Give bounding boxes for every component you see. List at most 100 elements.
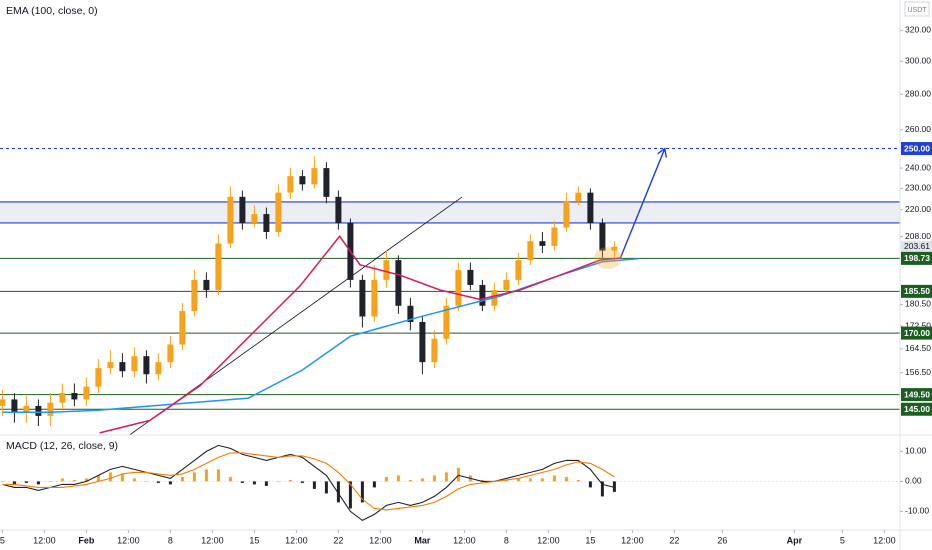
ema-line (2, 257, 639, 413)
candle-body (551, 227, 558, 246)
candle-body (359, 279, 366, 317)
candle-body (395, 260, 402, 306)
candle-body (311, 168, 318, 185)
candle-body (323, 168, 330, 197)
candle-body (35, 405, 42, 416)
x-tick-label: 12:00 (453, 535, 476, 545)
candle-body (227, 196, 234, 244)
candle-body (155, 362, 162, 375)
y-tick-label: 300.00 (905, 56, 931, 66)
x-tick-label: 8 (168, 535, 173, 545)
candle-body (467, 269, 474, 285)
level-label: 149.50 (904, 389, 930, 399)
y-tick-label: 320.00 (905, 25, 931, 35)
candle-body (143, 356, 150, 375)
histogram-bar (372, 481, 376, 488)
candle-body (131, 356, 138, 372)
x-tick-label: 5 (840, 535, 845, 545)
level-label: 198.73 (904, 253, 930, 263)
histogram-bar (384, 476, 388, 482)
candle-body (47, 402, 54, 416)
macd-line (2, 444, 615, 522)
candle-body (263, 214, 270, 232)
candle-body (95, 368, 102, 387)
histogram-bar (204, 469, 208, 482)
y-tick-label: 208.00 (905, 231, 931, 241)
histogram-bar (408, 479, 412, 482)
x-tick-label: 12:00 (621, 535, 644, 545)
histogram-bar (528, 478, 532, 482)
histogram-bar (132, 478, 136, 482)
x-tick-label: 12:00 (201, 535, 224, 545)
histogram-bar (360, 481, 364, 503)
candle-body (191, 279, 198, 312)
histogram-bar (540, 478, 544, 482)
candle-body (575, 192, 582, 202)
histogram-bar (120, 473, 124, 482)
histogram-bar (288, 479, 292, 482)
candle-body (431, 338, 438, 363)
x-tick-label: 12:00 (369, 535, 392, 545)
x-tick-label: Mar (414, 535, 431, 545)
histogram-bar (264, 481, 268, 486)
candle-body (335, 196, 342, 223)
macd-line (2, 452, 615, 511)
candle-body (179, 311, 186, 345)
candle-body (503, 279, 510, 291)
candle-body (119, 362, 126, 372)
level-label-box (901, 251, 932, 265)
x-tick-label: 15 (249, 535, 259, 545)
candle-body (23, 405, 30, 413)
histogram-bar (84, 478, 88, 482)
histogram-bar (0, 481, 4, 482)
histogram-bar (576, 479, 580, 482)
macd-title: MACD (12, 26, close, 9) (6, 440, 118, 452)
x-tick-label: 15 (585, 535, 595, 545)
candle-body (419, 321, 426, 363)
histogram-bar (516, 478, 520, 482)
candle-body (527, 241, 534, 261)
candle-body (59, 393, 66, 403)
y-tick-label: 240.00 (905, 162, 931, 172)
ema-line (99, 235, 621, 434)
main-pane (0, 149, 900, 435)
candle-body (107, 362, 114, 369)
histogram-bar (156, 481, 160, 483)
histogram-bar (324, 481, 328, 494)
candle-body (455, 269, 462, 306)
x-tick-label: 12:00 (537, 535, 560, 545)
histogram-bar (300, 481, 304, 483)
candle-body (251, 214, 258, 223)
currency-box (904, 1, 930, 17)
histogram-bar (588, 481, 592, 488)
histogram-bar (348, 481, 352, 509)
level-label-box (901, 284, 932, 298)
histogram-bar (312, 481, 316, 489)
candle-body (83, 386, 90, 400)
level-label-box (901, 326, 932, 340)
candle-body (383, 260, 390, 280)
indicator-title: EMA (100, close, 0) (6, 5, 98, 17)
candle-body (0, 399, 6, 406)
histogram-bar (612, 481, 616, 492)
candle-body (71, 393, 78, 400)
highlight (594, 247, 622, 269)
y-tick-label: 172.50 (905, 320, 931, 330)
y-tick-label: -10.00 (905, 506, 929, 516)
histogram-bar (420, 478, 424, 482)
level-label: 170.00 (904, 328, 930, 338)
price-label: 203.61 (904, 241, 930, 251)
candle-body (299, 176, 306, 185)
histogram-bar (336, 481, 340, 503)
histogram-bar (252, 481, 256, 485)
histogram-bar (36, 481, 40, 485)
candle-body (599, 222, 606, 251)
y-tick-label: 156.50 (905, 367, 931, 377)
level-label: 250.00 (904, 143, 930, 153)
histogram-bar (552, 475, 556, 482)
x-tick-label: Feb (78, 535, 95, 545)
histogram-bar (456, 467, 460, 482)
y-tick-label: 260.00 (905, 124, 931, 134)
